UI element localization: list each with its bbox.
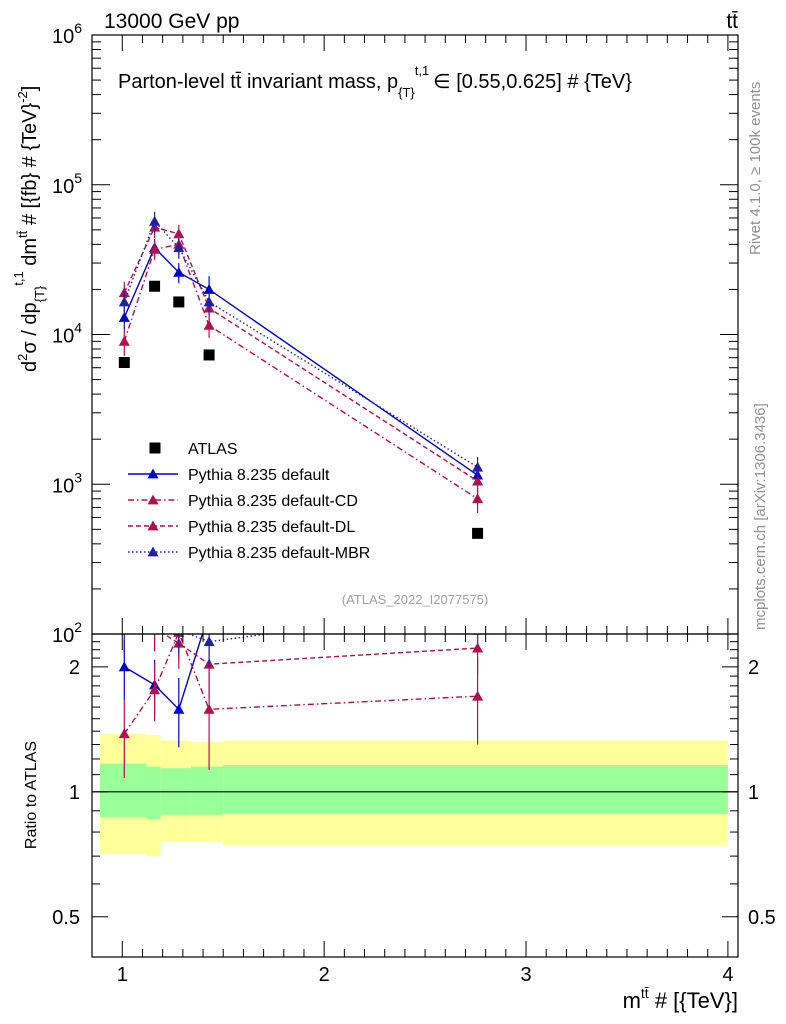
legend-marker bbox=[147, 494, 159, 505]
ratio-series-marker bbox=[118, 661, 130, 672]
ratio-plot-area bbox=[118, 594, 484, 778]
ratio-y-axis-label: Ratio to ATLAS bbox=[23, 741, 40, 849]
ratio-y-tick-label: 2 bbox=[69, 657, 80, 679]
series-marker bbox=[149, 215, 161, 226]
ratio-series-line bbox=[123, 634, 478, 735]
legend-item: ATLAS bbox=[149, 441, 238, 458]
ratio-series-marker bbox=[118, 728, 130, 739]
ratio-series-marker bbox=[173, 703, 185, 714]
legend-marker bbox=[149, 442, 161, 454]
ratio-series-marker bbox=[119, 618, 130, 628]
ratio-plot-frame bbox=[91, 633, 739, 958]
legend-label: Pythia 8.235 default-DL bbox=[188, 519, 355, 536]
legend-marker bbox=[147, 520, 159, 531]
series-marker bbox=[472, 461, 484, 472]
series-line bbox=[123, 243, 478, 500]
series-marker bbox=[472, 493, 484, 504]
series-line bbox=[123, 246, 478, 476]
ratio-series-marker bbox=[149, 684, 161, 695]
data-point-marker bbox=[118, 357, 130, 369]
analysis-watermark: (ATLAS_2022_I2077575) bbox=[342, 592, 488, 607]
x-tick-label: 3 bbox=[520, 964, 531, 986]
legend-item: Pythia 8.235 default-DL bbox=[128, 519, 355, 536]
rivet-label: Rivet 4.1.0, ≥ 100k events bbox=[747, 82, 764, 255]
process-label: tt̄ bbox=[726, 10, 738, 33]
series-marker bbox=[203, 283, 215, 294]
ratio-y-tick-label-right: 0.5 bbox=[748, 907, 776, 929]
data-point-marker bbox=[173, 296, 185, 308]
ratio-series-marker bbox=[472, 642, 484, 653]
ratio-y-tick-label-right: 1 bbox=[748, 782, 759, 804]
series-marker bbox=[203, 296, 215, 307]
ratio-inner-band bbox=[190, 766, 224, 815]
series-marker bbox=[472, 475, 484, 486]
series-marker bbox=[149, 243, 161, 254]
main-plot-area bbox=[118, 211, 484, 539]
legend-marker bbox=[147, 468, 159, 479]
main-y-tick-label: 104 bbox=[52, 320, 82, 348]
series-marker bbox=[118, 296, 130, 307]
ratio-series-marker bbox=[119, 594, 130, 604]
legend-label: Pythia 8.235 default-MBR bbox=[188, 545, 370, 562]
legend-label: ATLAS bbox=[188, 441, 238, 458]
data-point-marker bbox=[472, 527, 484, 539]
main-y-axis-label: d2σ / dp{T}t,1 dmtt̄ # [{fb} # {TeV}-2] bbox=[11, 86, 47, 372]
series-marker bbox=[203, 319, 215, 330]
series-marker bbox=[173, 228, 185, 239]
main-y-tick-label: 102 bbox=[52, 619, 82, 647]
ratio-series-line bbox=[162, 634, 478, 665]
series-marker bbox=[118, 311, 130, 322]
ratio-series-marker bbox=[149, 623, 160, 633]
ratio-series-marker bbox=[204, 607, 215, 617]
legend-marker bbox=[147, 546, 159, 557]
ratio-y-tick-label: 1 bbox=[69, 782, 80, 804]
ratio-series-marker bbox=[203, 703, 215, 714]
legend: ATLAS Pythia 8.235 default Pythia 8.235 de… bbox=[128, 441, 370, 562]
ratio-inner-band bbox=[146, 766, 161, 820]
series-line bbox=[123, 219, 478, 468]
series-pythia-8-235-default-mbr bbox=[118, 211, 484, 480]
ratio-y-tick-label: 0.5 bbox=[52, 907, 80, 929]
series-marker bbox=[173, 266, 185, 277]
data-point-marker bbox=[203, 349, 215, 361]
series-atlas bbox=[118, 280, 484, 539]
ratio-series-line bbox=[123, 634, 204, 711]
legend-item: Pythia 8.235 default bbox=[128, 467, 330, 484]
ratio-y-tick-label-right: 2 bbox=[748, 657, 759, 679]
legend-item: Pythia 8.235 default-CD bbox=[128, 493, 358, 510]
ratio-series-pythia-8-235-default bbox=[118, 607, 484, 748]
x-tick-label: 4 bbox=[722, 964, 733, 986]
main-y-tick-label: 103 bbox=[52, 469, 82, 497]
energy-label: 13000 GeV pp bbox=[104, 10, 239, 33]
series-marker bbox=[173, 242, 185, 253]
ratio-series-marker bbox=[203, 636, 215, 647]
mcplots-label: mcplots.cern.ch [arXiv:1306.3436] bbox=[752, 403, 769, 630]
data-point-marker bbox=[149, 280, 161, 292]
legend-label: Pythia 8.235 default bbox=[188, 467, 330, 484]
x-axis-label: mtt̄ # [{TeV}] bbox=[623, 985, 738, 1013]
series-pythia-8-235-default bbox=[118, 238, 484, 487]
main-y-tick-label: 105 bbox=[52, 170, 82, 198]
main-y-tick-label: 106 bbox=[52, 20, 82, 48]
series-line bbox=[123, 226, 478, 482]
x-tick-label: 2 bbox=[319, 964, 330, 986]
ratio-series-marker bbox=[149, 607, 160, 617]
legend-item: Pythia 8.235 default-MBR bbox=[128, 545, 370, 562]
ratio-inner-band bbox=[100, 763, 147, 817]
ratio-series-marker bbox=[472, 690, 484, 701]
series-marker bbox=[118, 335, 130, 346]
plot-title: Parton-level tt̄ invariant mass, p{T}t,1… bbox=[118, 63, 632, 100]
ratio-series-marker bbox=[472, 634, 484, 635]
legend-label: Pythia 8.235 default-CD bbox=[188, 493, 358, 510]
x-tick-label: 1 bbox=[117, 964, 128, 986]
series-pythia-8-235-default-dl bbox=[118, 217, 484, 494]
ratio-inner-band bbox=[223, 765, 728, 814]
